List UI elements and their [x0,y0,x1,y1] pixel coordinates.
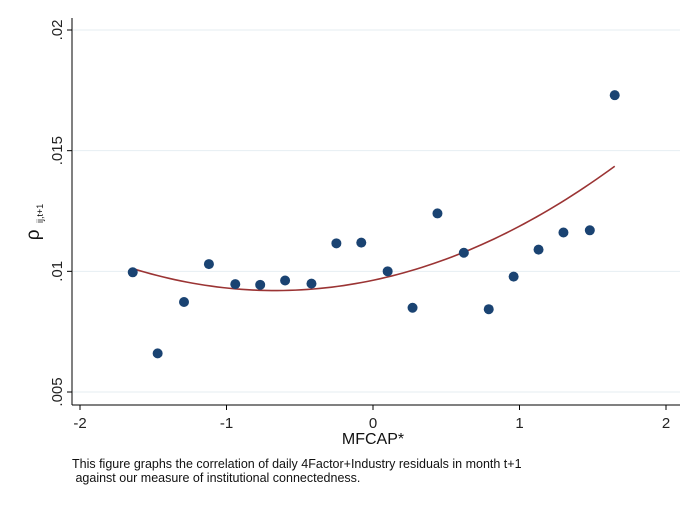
y-axis-title-subscript: ij,t+1 [35,204,45,223]
x-tick-label: 0 [369,415,377,432]
x-tick-label: -2 [73,415,86,432]
data-points [127,90,620,359]
data-point [584,225,595,236]
y-axis-title: ρ ij,t+1 [23,204,45,241]
data-point [306,278,317,289]
data-point [255,279,266,290]
plot-background [0,0,698,455]
data-point [152,348,163,359]
x-tick-label: -1 [220,415,233,432]
data-point [432,208,443,219]
data-point [407,302,418,313]
y-tick-label: .015 [49,136,66,165]
data-point [203,259,214,270]
y-axis-title-main: ρ [23,229,44,240]
data-point [533,244,544,255]
data-point [458,247,469,258]
grid [73,29,680,393]
axes [67,18,680,410]
figure-caption: This figure graphs the correlation of da… [72,457,522,485]
fit-line [132,165,616,292]
data-point [127,267,138,278]
axis-titles: MFCAP* ρ ij,t+1 [23,204,404,448]
data-point [609,90,620,101]
y-tick-label: .01 [49,261,66,282]
y-tick-label: .02 [49,20,66,41]
scatter-chart: .005 .01 .015 .02 -2 -1 0 1 2 MFCAP* ρ ij,t+1 [0,0,698,455]
data-point [508,271,519,282]
caption-line-1: This figure graphs the correlation of da… [72,457,522,471]
data-point [230,279,241,290]
data-point [280,275,291,286]
x-axis-title: MFCAP* [342,431,404,448]
data-point [558,227,569,238]
caption-line-2: against our measure of institutional con… [72,471,361,485]
fit-curve [132,165,616,292]
data-point [382,266,393,277]
data-point [179,296,190,307]
tick-labels: .005 .01 .015 .02 -2 -1 0 1 2 [49,20,670,432]
data-point [483,304,494,315]
data-point [331,238,342,249]
x-tick-label: 1 [515,415,523,432]
x-tick-label: 2 [662,415,670,432]
y-tick-label: .005 [49,377,66,406]
data-point [356,237,367,248]
